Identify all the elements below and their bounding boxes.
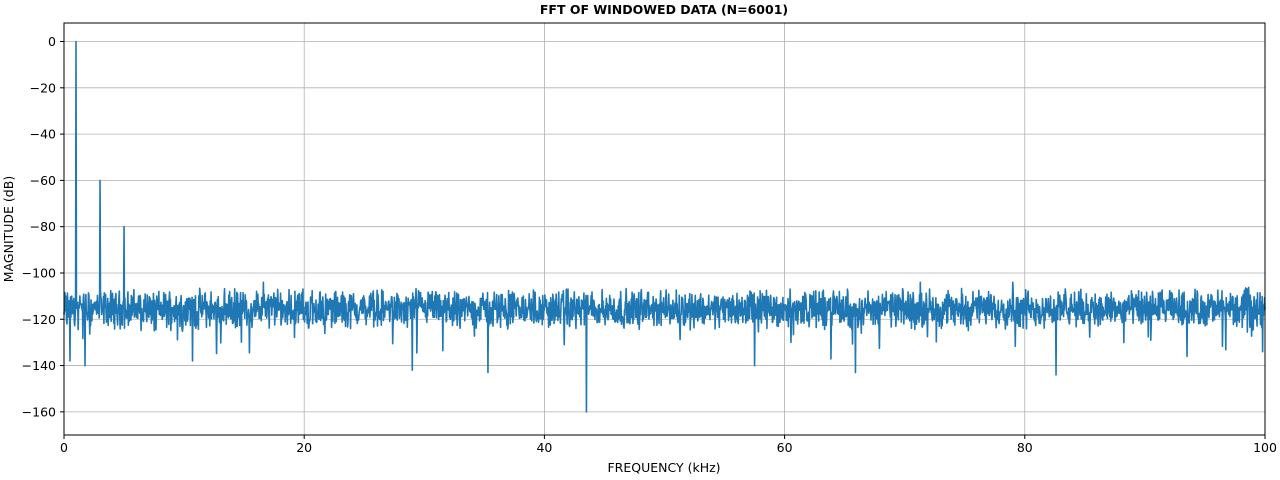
y-tick-label: −160 [22, 404, 56, 419]
x-tick-label: 80 [1017, 440, 1033, 455]
y-tick-label: −100 [22, 265, 56, 280]
x-axis-ticks: 0 20 40 60 80 100 [60, 435, 1277, 455]
x-tick-label: 0 [60, 440, 68, 455]
grid-lines [63, 23, 1266, 435]
x-tick-label: 60 [777, 440, 793, 455]
x-tick-label: 20 [296, 440, 312, 455]
y-tick-label: −40 [30, 127, 56, 142]
y-tick-label: −80 [30, 219, 56, 234]
y-tick-label: −20 [30, 80, 56, 95]
y-tick-label: −120 [22, 312, 56, 327]
y-axis-label: MAGNITUDE (dB) [1, 176, 16, 282]
x-axis-label: FREQUENCY (kHz) [607, 460, 720, 475]
x-tick-label: 100 [1253, 440, 1277, 455]
y-axis-ticks: 0 −20 −40 −60 −80 −100 −120 −140 −160 [22, 34, 64, 419]
spectrum-line [63, 40, 1266, 413]
plot-frame [63, 22, 1266, 436]
y-tick-label: −60 [30, 173, 56, 188]
x-tick-label: 40 [536, 440, 552, 455]
y-tick-label: −140 [22, 358, 56, 373]
chart-title: FFT OF WINDOWED DATA (N=6001) [540, 2, 788, 17]
y-tick-label: 0 [48, 34, 56, 49]
